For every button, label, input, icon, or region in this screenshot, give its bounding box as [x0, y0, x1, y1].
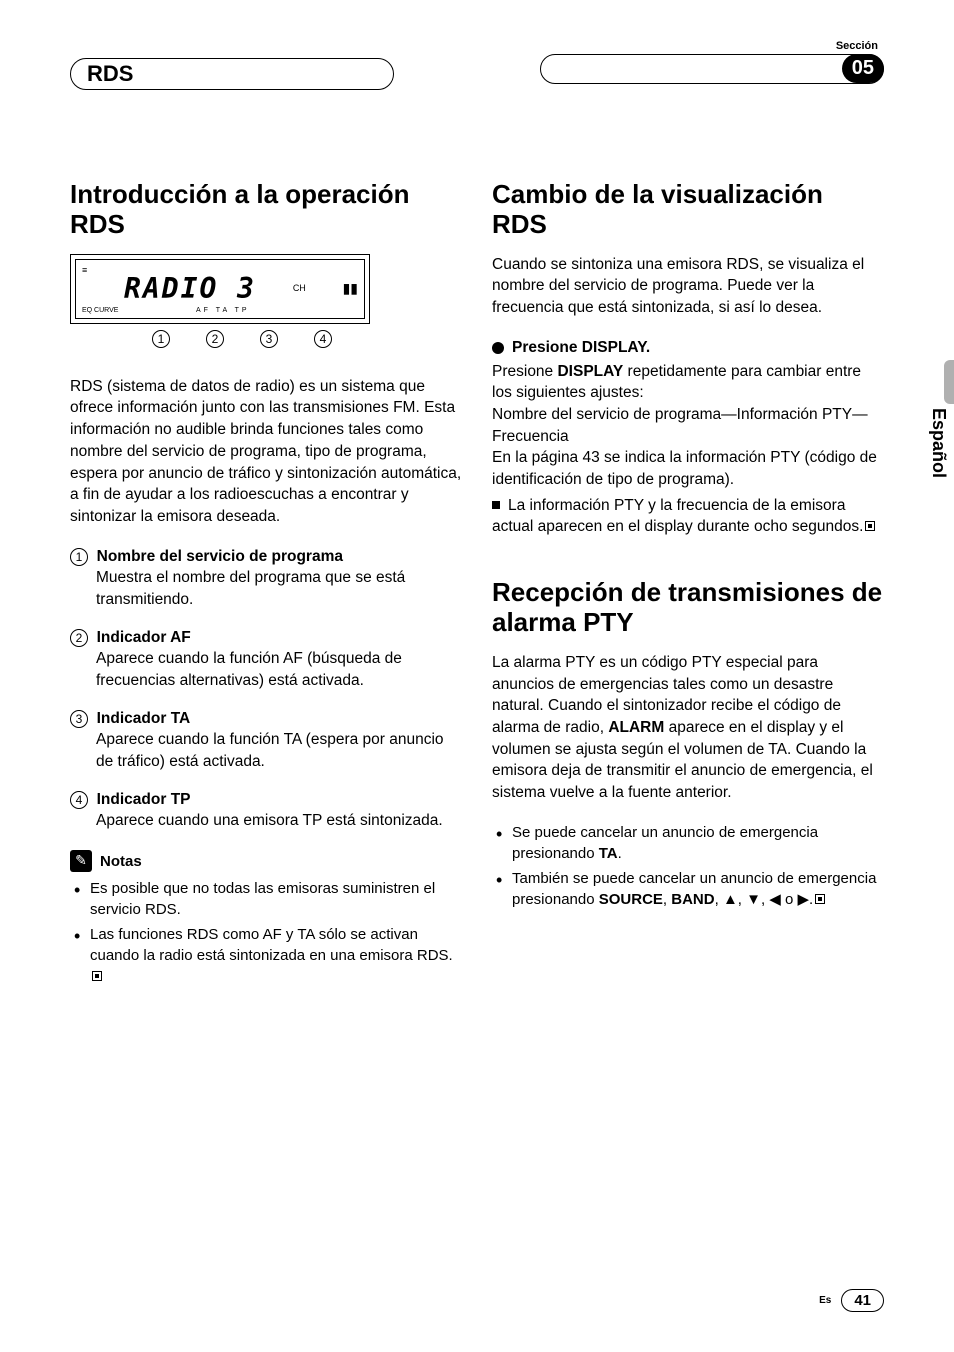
lcd-ch-label: CH	[293, 282, 306, 295]
recepcion-heading: Recepción de transmisiones de alarma PTY	[492, 578, 884, 638]
lcd-main-text: RADIO 3	[124, 269, 256, 308]
radio-display-illustration: ≡ RADIO 3 CH ▮▮ EQ CURVE AF TA TP	[70, 254, 370, 324]
step-note: La información PTY y la frecuencia de la…	[492, 495, 884, 538]
callout-3: 3	[260, 330, 278, 348]
callout-1: 1	[152, 330, 170, 348]
side-tab-stub	[944, 360, 954, 404]
def-title-3: Indicador TA	[97, 710, 191, 727]
pencil-icon: ✎	[70, 850, 92, 872]
left-column: Introducción a la operación RDS ≡ RADIO …	[70, 180, 462, 991]
def-body-4: Aparece cuando una emisora TP está sinto…	[70, 810, 462, 832]
lcd-indicators: AF TA TP	[196, 306, 250, 316]
def-num-4: 4	[70, 791, 88, 809]
def-title-1: Nombre del servicio de programa	[97, 548, 343, 565]
notas-label: Notas	[100, 851, 142, 872]
def-num-3: 3	[70, 710, 88, 728]
end-mark-icon	[92, 971, 102, 981]
callout-row: 1 2 3 4	[152, 330, 462, 348]
page-footer: Es 41	[819, 1289, 884, 1312]
recepcion-paragraph: La alarma PTY es un código PTY especial …	[492, 652, 884, 804]
cambio-paragraph: Cuando se sintoniza una emisora RDS, se …	[492, 254, 884, 319]
def-item-3: 3 Indicador TA Aparece cuando la función…	[70, 708, 462, 773]
end-mark-icon	[865, 521, 875, 531]
section-number-pill: 05	[540, 54, 884, 84]
recepcion-bullet-2: También se puede cancelar un anuncio de …	[492, 868, 884, 910]
section-number-group: Sección 05	[540, 40, 884, 84]
def-body-1: Muestra el nombre del programa que se es…	[70, 567, 462, 610]
step-line-2: Nombre del servicio de programa—Informac…	[492, 404, 884, 447]
def-num-1: 1	[70, 548, 88, 566]
page-header: RDS Sección 05	[70, 40, 884, 100]
step-heading: Presione DISPLAY.	[492, 337, 884, 359]
section-title-pill: RDS	[70, 58, 394, 90]
intro-heading: Introducción a la operación RDS	[70, 180, 462, 240]
notas-header: ✎ Notas	[70, 850, 462, 872]
def-title-4: Indicador TP	[97, 791, 191, 808]
callout-2: 2	[206, 330, 224, 348]
language-side-tab: Español	[926, 360, 954, 486]
footer-lang: Es	[819, 1295, 831, 1306]
def-body-2: Aparece cuando la función AF (búsqueda d…	[70, 648, 462, 691]
section-title: RDS	[87, 61, 133, 86]
def-item-4: 4 Indicador TP Aparece cuando una emisor…	[70, 789, 462, 832]
def-title-2: Indicador AF	[97, 629, 191, 646]
step-dot-icon	[492, 342, 504, 354]
def-num-2: 2	[70, 629, 88, 647]
nota-2: Las funciones RDS como AF y TA sólo se a…	[70, 924, 462, 987]
cambio-heading: Cambio de la visualización RDS	[492, 180, 884, 240]
intro-paragraph: RDS (sistema de datos de radio) es un si…	[70, 376, 462, 528]
square-bullet-icon	[492, 501, 500, 509]
nota-1: Es posible que no todas las emisoras sum…	[70, 878, 462, 920]
section-number: 05	[842, 54, 884, 83]
notas-list: Es posible que no todas las emisoras sum…	[70, 878, 462, 987]
callout-4: 4	[314, 330, 332, 348]
right-column: Cambio de la visualización RDS Cuando se…	[492, 180, 884, 991]
end-mark-icon	[815, 894, 825, 904]
recepcion-bullet-1: Se puede cancelar un anuncio de emergenc…	[492, 822, 884, 864]
lcd-eq-label: EQ CURVE	[82, 306, 118, 316]
step-line-3: En la página 43 se indica la información…	[492, 447, 884, 490]
step-line-1: Presione DISPLAY repetidamente para camb…	[492, 361, 884, 404]
side-tab-text: Español	[926, 400, 951, 486]
def-item-2: 2 Indicador AF Aparece cuando la función…	[70, 627, 462, 692]
recepcion-list: Se puede cancelar un anuncio de emergenc…	[492, 822, 884, 910]
def-body-3: Aparece cuando la función TA (espera por…	[70, 729, 462, 772]
def-item-1: 1 Nombre del servicio de programa Muestr…	[70, 546, 462, 611]
page-number: 41	[841, 1289, 884, 1312]
seccion-label: Sección	[540, 40, 884, 52]
